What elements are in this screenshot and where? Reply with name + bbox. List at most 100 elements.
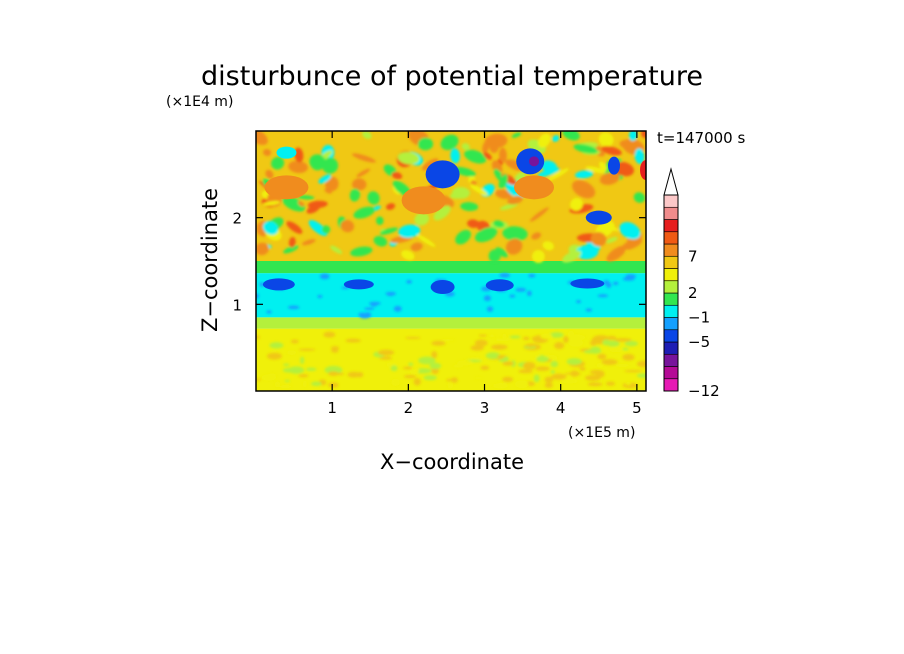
texture-mark <box>485 352 501 359</box>
texture-mark <box>483 152 492 160</box>
texture-mark <box>622 347 629 351</box>
colorbar-swatch <box>663 378 679 392</box>
contour-feature-3 <box>514 175 555 200</box>
texture-mark <box>573 144 598 154</box>
colorbar-swatch <box>663 304 679 318</box>
texture-mark <box>596 363 604 368</box>
contour-feature-6 <box>640 160 646 180</box>
texture-mark <box>624 340 638 347</box>
texture-mark <box>256 335 261 339</box>
texture-mark <box>309 154 326 170</box>
texture-mark <box>505 238 523 255</box>
texture-mark <box>486 306 494 312</box>
texture-mark <box>283 245 299 254</box>
texture-mark <box>622 277 635 281</box>
texture-mark <box>474 227 498 243</box>
texture-mark <box>261 374 277 381</box>
texture-mark <box>403 366 413 370</box>
texture-mark <box>452 364 464 368</box>
colorbar: −12−5−127 <box>663 167 720 400</box>
texture-mark <box>515 287 527 292</box>
colorbar-swatch <box>663 243 679 257</box>
texture-mark <box>494 338 512 342</box>
texture-mark <box>460 202 479 212</box>
texture-mark <box>352 153 376 163</box>
texture-mark <box>431 340 446 346</box>
texture-mark <box>590 340 597 346</box>
texture-mark <box>540 333 553 340</box>
texture-mark <box>507 195 523 205</box>
texture-mark <box>447 381 454 389</box>
texture-mark <box>311 381 322 386</box>
texture-mark <box>500 203 518 211</box>
texture-mark <box>282 367 296 373</box>
colorbar-swatch <box>663 292 679 306</box>
texture-mark <box>602 339 611 346</box>
contour-feature-13 <box>570 278 605 289</box>
texture-mark <box>531 249 545 264</box>
colorbar-swatch <box>663 341 679 355</box>
texture-mark <box>406 280 412 284</box>
texture-mark <box>423 375 437 381</box>
texture-mark <box>499 273 510 278</box>
y-axis-label: Z−coordinate <box>198 188 222 332</box>
texture-mark <box>542 241 554 251</box>
texture-mark <box>262 221 279 235</box>
texture-mark <box>587 382 603 387</box>
texture-mark <box>579 366 586 371</box>
texture-mark <box>493 220 505 228</box>
colorbar-tick-label: −12 <box>688 382 720 400</box>
texture-mark <box>397 151 420 165</box>
texture-mark <box>324 365 343 374</box>
texture-mark <box>562 250 582 263</box>
texture-mark <box>455 229 471 245</box>
colorbar-swatch <box>663 268 679 282</box>
texture-mark <box>282 196 306 212</box>
texture-mark <box>305 367 317 371</box>
texture-mark <box>256 131 268 145</box>
texture-mark <box>488 334 496 338</box>
texture-mark <box>609 346 623 353</box>
texture-mark <box>568 339 584 347</box>
texture-mark <box>511 132 522 138</box>
texture-mark <box>413 377 421 386</box>
colorbar-extend-arrow <box>663 167 679 196</box>
texture-mark <box>256 242 270 256</box>
colorbar-swatch <box>663 231 679 245</box>
texture-mark <box>353 206 375 219</box>
texture-mark <box>514 380 529 389</box>
texture-mark <box>373 235 388 247</box>
texture-mark <box>391 378 400 387</box>
texture-mark <box>461 143 470 151</box>
texture-mark <box>544 376 554 383</box>
texture-mark <box>441 338 455 342</box>
texture-mark <box>496 355 507 358</box>
texture-mark <box>550 370 555 374</box>
colorbar-swatch <box>663 255 679 269</box>
texture-mark <box>328 382 339 388</box>
texture-mark <box>622 353 635 361</box>
texture-mark <box>570 197 583 211</box>
contour-feature-9 <box>262 278 295 291</box>
texture-mark <box>302 239 316 246</box>
texture-mark <box>352 178 367 191</box>
texture-mark <box>566 358 582 366</box>
texture-mark <box>552 135 560 142</box>
texture-mark <box>615 363 630 368</box>
texture-mark <box>636 373 646 378</box>
texture-mark <box>302 380 307 388</box>
texture-mark <box>418 137 434 151</box>
texture-mark <box>498 147 507 163</box>
texture-mark <box>470 184 488 196</box>
texture-mark <box>418 356 436 365</box>
texture-mark <box>318 174 332 184</box>
texture-mark <box>528 273 536 278</box>
texture-mark <box>431 351 438 359</box>
texture-mark <box>599 172 620 185</box>
colorbar-frame <box>663 194 679 392</box>
contour-texture <box>256 131 646 389</box>
texture-mark <box>294 147 304 163</box>
texture-mark <box>564 372 582 375</box>
texture-mark <box>509 335 521 339</box>
texture-mark <box>262 200 281 206</box>
